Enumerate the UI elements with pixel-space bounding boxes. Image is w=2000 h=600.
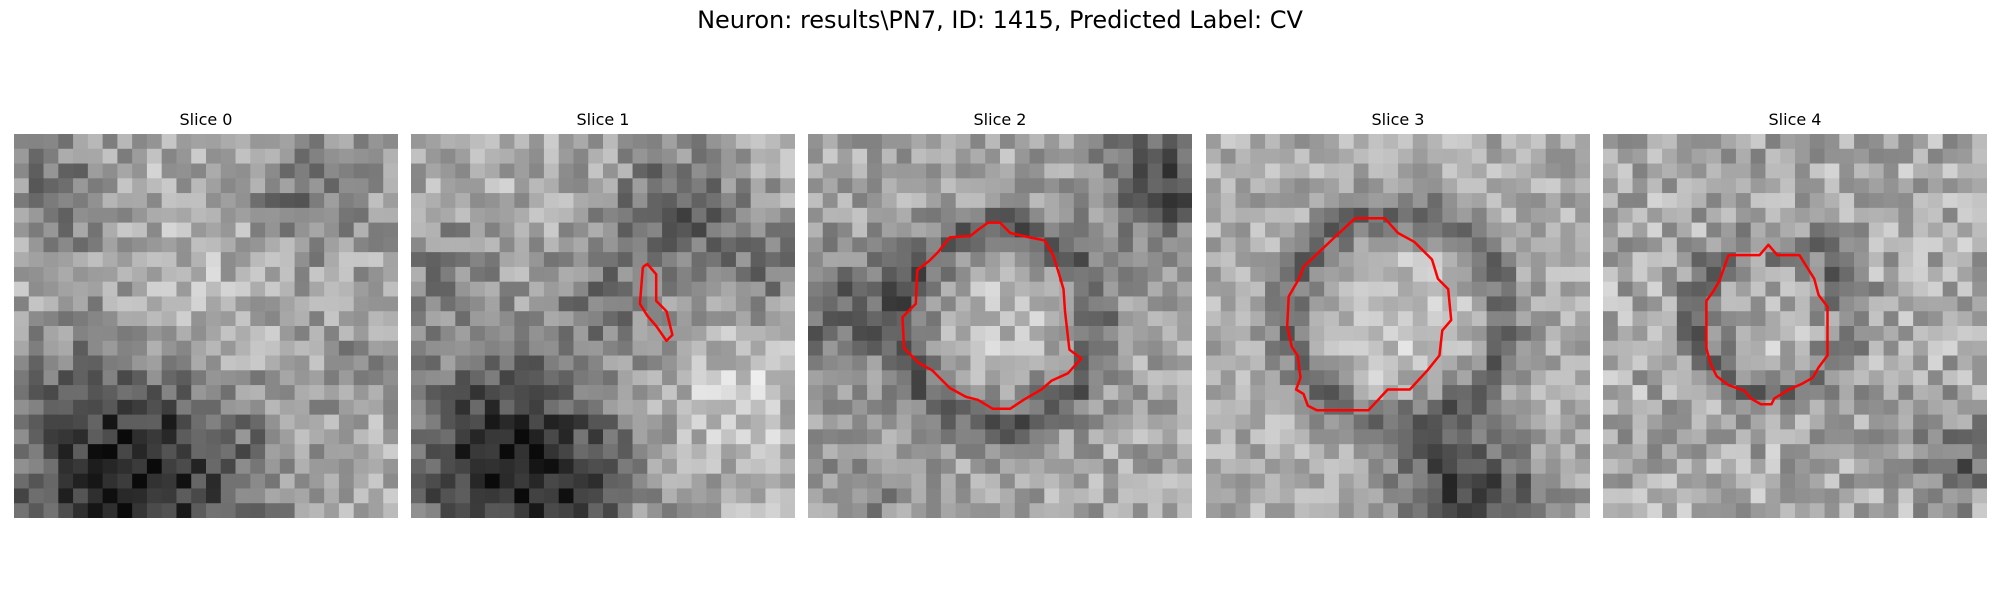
- figure-title: Neuron: results\PN7, ID: 1415, Predicted…: [0, 6, 2000, 34]
- slice-image: [1603, 134, 1987, 518]
- slice-title: Slice 4: [1603, 110, 1987, 130]
- slice-title: Slice 0: [14, 110, 398, 130]
- slice-title: Slice 2: [808, 110, 1192, 130]
- slice-panel-2: Slice 2: [808, 110, 1192, 130]
- slice-image: [1206, 134, 1590, 518]
- slice-image: [808, 134, 1192, 518]
- slice-panel-0: Slice 0: [14, 110, 398, 130]
- slice-title: Slice 1: [411, 110, 795, 130]
- slice-panel-4: Slice 4: [1603, 110, 1987, 130]
- slice-image: [14, 134, 398, 518]
- slice-panel-1: Slice 1: [411, 110, 795, 130]
- slice-image: [411, 134, 795, 518]
- slice-title: Slice 3: [1206, 110, 1590, 130]
- slice-panel-3: Slice 3: [1206, 110, 1590, 130]
